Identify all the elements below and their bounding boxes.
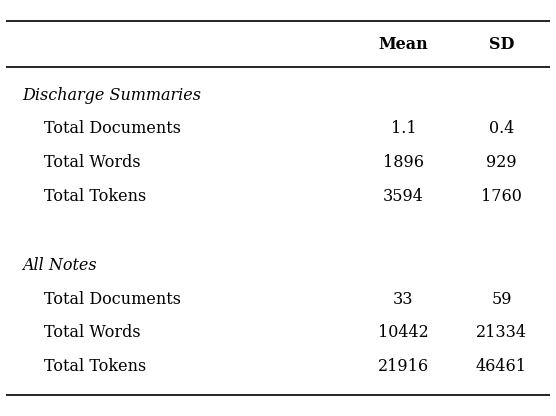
Text: Total Words: Total Words [44,324,140,341]
Text: 59: 59 [491,291,512,307]
Text: 46461: 46461 [476,358,527,375]
Text: Total Tokens: Total Tokens [44,358,146,375]
Text: Mean: Mean [379,37,428,53]
Text: Total Words: Total Words [44,154,140,171]
Text: 1896: 1896 [383,154,424,171]
Text: 21916: 21916 [378,358,429,375]
Text: 1.1: 1.1 [390,120,416,137]
Text: Total Documents: Total Documents [44,120,181,137]
Text: SD: SD [489,37,514,53]
Text: Discharge Summaries: Discharge Summaries [22,87,201,104]
Text: 1760: 1760 [481,188,522,205]
Text: All Notes: All Notes [22,257,97,274]
Text: 929: 929 [486,154,517,171]
Text: 0.4: 0.4 [489,120,514,137]
Text: 3594: 3594 [383,188,424,205]
Text: Total Tokens: Total Tokens [44,188,146,205]
Text: Total Documents: Total Documents [44,291,181,307]
Text: 33: 33 [393,291,414,307]
Text: 21334: 21334 [476,324,527,341]
Text: 10442: 10442 [378,324,429,341]
